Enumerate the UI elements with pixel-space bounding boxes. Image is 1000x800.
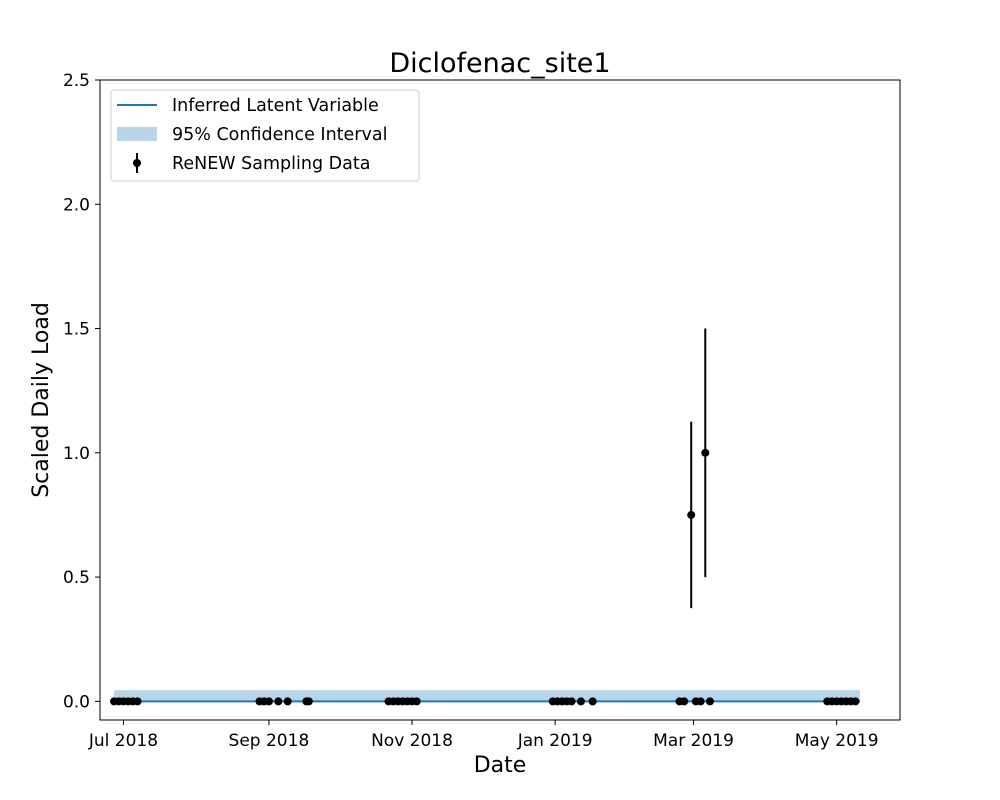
sampling-point <box>576 697 585 706</box>
x-tick-label: Mar 2019 <box>653 731 734 751</box>
x-axis-label: Date <box>474 753 527 778</box>
x-tick-label: Nov 2018 <box>371 731 453 751</box>
sampling-point <box>304 697 313 706</box>
x-tick-label: Sep 2018 <box>229 731 310 751</box>
legend-swatch-sampling-marker <box>133 159 141 167</box>
sampling-point <box>274 697 283 706</box>
y-tick-label: 2.5 <box>63 71 90 91</box>
legend-box <box>110 89 420 182</box>
sampling-point <box>696 697 705 706</box>
sampling-point <box>701 448 710 457</box>
sampling-points-layer <box>110 328 860 706</box>
legend-label-ci: 95% Confidence Interval <box>172 125 387 145</box>
y-axis-label: Scaled Daily Load <box>29 302 54 498</box>
sampling-point <box>283 697 292 706</box>
sampling-point <box>705 697 714 706</box>
legend-label-sampling: ReNEW Sampling Data <box>172 154 370 174</box>
legend-label-latent: Inferred Latent Variable <box>172 96 379 116</box>
y-tick-label: 0.5 <box>63 568 90 588</box>
y-tick-label: 0.0 <box>63 692 90 712</box>
sampling-point <box>133 697 142 706</box>
y-axis: 0.0 0.5 1.0 1.5 2.0 2.5 <box>63 71 100 712</box>
x-tick-label: May 2019 <box>795 731 879 751</box>
sampling-point <box>412 697 421 706</box>
confidence-interval-layer <box>114 690 861 702</box>
x-tick-label: Jul 2018 <box>88 731 158 751</box>
confidence-interval-band <box>114 690 861 702</box>
sampling-point <box>264 697 273 706</box>
plot-frame <box>99 79 901 721</box>
sampling-point <box>588 697 597 706</box>
y-tick-label: 1.5 <box>63 320 90 340</box>
sampling-point <box>851 697 860 706</box>
x-axis: Jul 2018 Sep 2018 Nov 2018 Jan 2019 Mar 2019… <box>88 720 879 751</box>
x-tick-label: Jan 2019 <box>517 731 593 751</box>
y-tick-label: 1.0 <box>63 444 90 464</box>
sampling-point <box>687 510 696 519</box>
sampling-point <box>680 697 689 706</box>
legend-swatch-ci <box>117 127 157 141</box>
sampling-point <box>567 697 576 706</box>
y-tick-label: 2.0 <box>63 195 90 215</box>
legend: Inferred Latent Variable 95% Confidence … <box>110 89 420 182</box>
chart-title: Diclofenac_site1 <box>389 48 610 79</box>
